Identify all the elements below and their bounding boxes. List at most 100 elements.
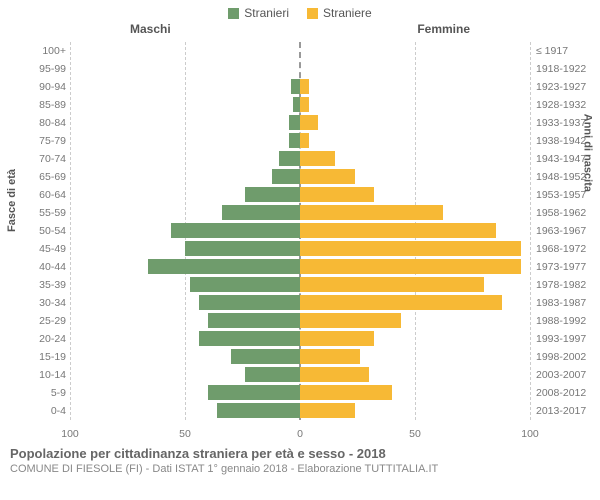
bar-male (245, 367, 300, 382)
legend-item-male: Stranieri (228, 6, 289, 20)
pyramid-row (70, 204, 530, 222)
birth-year-label: 1943-1947 (536, 153, 586, 165)
legend-label-male: Stranieri (244, 6, 289, 20)
age-label: 75-79 (22, 135, 66, 147)
pyramid-row (70, 384, 530, 402)
bar-female (300, 295, 502, 310)
bar-male (289, 133, 301, 148)
age-label: 30-34 (22, 297, 66, 309)
birth-year-label: 1933-1937 (536, 117, 586, 129)
footer-title: Popolazione per cittadinanza straniera p… (10, 446, 590, 461)
bar-female (300, 331, 374, 346)
age-label: 15-19 (22, 351, 66, 363)
bar-male (190, 277, 300, 292)
birth-year-label: 1948-1952 (536, 171, 586, 183)
age-label: 35-39 (22, 279, 66, 291)
bar-female (300, 277, 484, 292)
x-tick-label: 50 (179, 428, 191, 440)
pyramid-row (70, 78, 530, 96)
pyramid-row (70, 114, 530, 132)
bar-male (291, 79, 300, 94)
gridline (530, 42, 531, 420)
bar-male (279, 151, 300, 166)
column-header-right: Femmine (417, 22, 470, 36)
legend-swatch-female (307, 8, 318, 19)
birth-year-label: 2008-2012 (536, 387, 586, 399)
age-label: 60-64 (22, 189, 66, 201)
birth-year-label: 2013-2017 (536, 405, 586, 417)
birth-year-label: ≤ 1917 (536, 45, 568, 57)
birth-year-label: 1963-1967 (536, 225, 586, 237)
bar-female (300, 367, 369, 382)
bar-male (148, 259, 300, 274)
age-label: 85-89 (22, 99, 66, 111)
bar-female (300, 151, 335, 166)
bar-female (300, 349, 360, 364)
bar-male (185, 241, 300, 256)
age-label: 95-99 (22, 63, 66, 75)
birth-year-label: 2003-2007 (536, 369, 586, 381)
bar-female (300, 79, 309, 94)
bar-male (199, 331, 300, 346)
birth-year-label: 1958-1962 (536, 207, 586, 219)
pyramid-row (70, 96, 530, 114)
footer: Popolazione per cittadinanza straniera p… (0, 442, 600, 475)
bar-male (231, 349, 300, 364)
age-label: 10-14 (22, 369, 66, 381)
birth-year-label: 1918-1922 (536, 63, 586, 75)
age-label: 0-4 (22, 405, 66, 417)
pyramid-row (70, 276, 530, 294)
pyramid-row (70, 348, 530, 366)
bar-male (171, 223, 300, 238)
pyramid-row (70, 150, 530, 168)
bar-female (300, 133, 309, 148)
birth-year-label: 1988-1992 (536, 315, 586, 327)
pyramid-row (70, 42, 530, 60)
pyramid-row (70, 168, 530, 186)
bar-male (222, 205, 300, 220)
bar-female (300, 187, 374, 202)
age-label: 5-9 (22, 387, 66, 399)
birth-year-label: 1983-1987 (536, 297, 586, 309)
age-label: 20-24 (22, 333, 66, 345)
pyramid-row (70, 240, 530, 258)
pyramid-row (70, 60, 530, 78)
bar-female (300, 169, 355, 184)
age-label: 65-69 (22, 171, 66, 183)
age-label: 50-54 (22, 225, 66, 237)
pyramid-row (70, 294, 530, 312)
age-label: 100+ (22, 45, 66, 57)
pyramid-row (70, 258, 530, 276)
legend-item-female: Straniere (307, 6, 372, 20)
column-header-left: Maschi (130, 22, 171, 36)
chart-area: Maschi Femmine Fasce di età Anni di nasc… (0, 22, 600, 442)
pyramid-row (70, 402, 530, 420)
bar-female (300, 385, 392, 400)
age-label: 80-84 (22, 117, 66, 129)
plot (70, 42, 530, 420)
y-axis-left-title: Fasce di età (6, 169, 18, 232)
bar-female (300, 115, 318, 130)
birth-year-label: 1973-1977 (536, 261, 586, 273)
x-tick-label: 0 (297, 428, 303, 440)
bar-male (199, 295, 300, 310)
bar-male (208, 385, 300, 400)
bar-female (300, 259, 521, 274)
age-label: 25-29 (22, 315, 66, 327)
bar-female (300, 97, 309, 112)
legend-swatch-male (228, 8, 239, 19)
bar-female (300, 241, 521, 256)
pyramid-row (70, 186, 530, 204)
footer-subtitle: COMUNE DI FIESOLE (FI) - Dati ISTAT 1° g… (10, 463, 590, 475)
bar-male (245, 187, 300, 202)
birth-year-label: 1978-1982 (536, 279, 586, 291)
bar-male (208, 313, 300, 328)
birth-year-label: 1953-1957 (536, 189, 586, 201)
legend: Stranieri Straniere (0, 0, 600, 22)
pyramid-row (70, 132, 530, 150)
birth-year-label: 1998-2002 (536, 351, 586, 363)
bar-female (300, 313, 401, 328)
age-label: 90-94 (22, 81, 66, 93)
birth-year-label: 1938-1942 (536, 135, 586, 147)
x-tick-label: 50 (409, 428, 421, 440)
